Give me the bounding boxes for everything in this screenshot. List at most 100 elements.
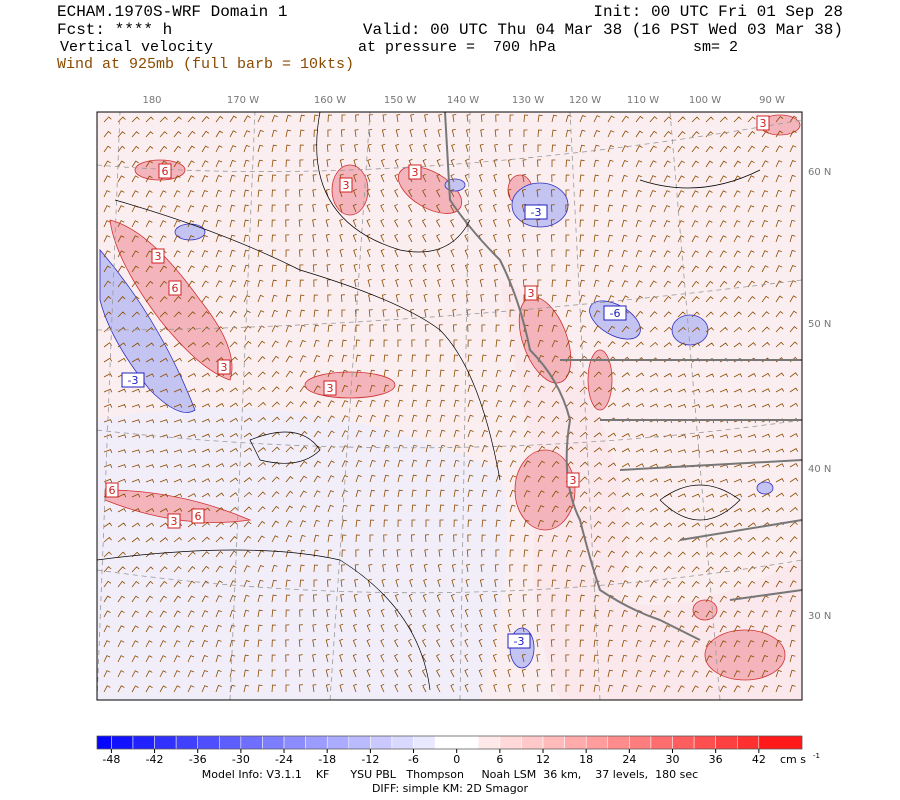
colorbar-unit: cm s	[780, 753, 806, 766]
colorbar-label: 24	[622, 753, 636, 766]
init: Init: 00 UTC Fri 01 Sep 28	[593, 3, 843, 21]
contour-label: 3	[327, 382, 334, 395]
fcst: Fcst: **** h	[57, 21, 172, 39]
colorbar-label: -12	[361, 753, 379, 766]
colorbar-unit-exp: -1	[813, 752, 820, 760]
colorbar-cell	[715, 735, 738, 750]
contour-label-box	[105, 482, 119, 498]
wind-barbs	[103, 114, 799, 693]
colorbar-cell	[240, 735, 263, 750]
lon-label: 90 W	[759, 95, 785, 106]
contour-label: 3	[412, 166, 419, 179]
colorbar-frame	[96, 735, 803, 750]
contour-label-box	[339, 177, 353, 193]
contour-label-box	[121, 372, 145, 388]
contour-label-box	[191, 508, 205, 524]
lon-label: 120 W	[569, 95, 601, 106]
lat-label: 40 N	[808, 464, 831, 475]
colorbar-cell	[585, 735, 609, 750]
contour-label-box	[566, 472, 580, 488]
colorbar: -48 -42 -36 -30 -24 -18 -12 -6 0 6 12 18 24 30 36 42 cm …	[96, 735, 820, 766]
diff-info: DIFF: simple KM: 2D Smagor	[372, 782, 529, 795]
colorbar-cell	[370, 735, 393, 750]
contour-label-box	[524, 285, 538, 301]
colorbar-cell	[758, 735, 803, 750]
colorbar-cell	[348, 735, 371, 750]
contour-label-box	[408, 164, 422, 180]
map-frame	[96, 111, 803, 701]
lon-label: 110 W	[627, 95, 659, 106]
contour-label: 6	[195, 510, 202, 523]
colorbar-cell	[219, 735, 242, 750]
colorbar-cell	[305, 735, 328, 750]
zero-contours	[96, 111, 761, 691]
contour-label-box	[603, 305, 627, 321]
colorbar-label: -48	[102, 753, 120, 766]
contour-label: 6	[109, 484, 116, 497]
colorbar-cell	[96, 735, 112, 750]
positive-shade	[500, 280, 802, 700]
colorbar-cell	[564, 735, 587, 750]
lon-label: 130 W	[512, 95, 544, 106]
contour-label-box	[524, 204, 548, 220]
contour-label: -6	[610, 307, 621, 320]
contour-label: -3	[128, 374, 139, 387]
valid: Valid: 00 UTC Thu 04 Mar 38 (16 PST Wed …	[363, 21, 843, 39]
colorbar-cell	[672, 735, 695, 750]
colorbar-cell	[283, 735, 306, 750]
colorbar-cell	[737, 735, 760, 750]
contour-label-box	[167, 513, 181, 529]
colorbar-label: 30	[666, 753, 680, 766]
colorbar-cell	[478, 735, 501, 750]
colorbar-cell	[262, 735, 285, 750]
colorbar-label: -36	[189, 753, 207, 766]
colorbar-cell	[456, 735, 479, 750]
colorbar-label: 36	[709, 753, 723, 766]
colorbar-label: -18	[318, 753, 336, 766]
lat-label: 30 N	[808, 611, 831, 622]
colorbar-label: 12	[536, 753, 550, 766]
colorbar-cell	[175, 735, 198, 750]
lat-label: 60 N	[808, 167, 831, 178]
contour-label: 3	[221, 361, 228, 374]
lon-label: 140 W	[447, 95, 479, 106]
title: ECHAM.1970S-WRF Domain 1	[57, 3, 287, 21]
contour-label-box	[507, 633, 531, 649]
wind-note: Wind at 925mb (full barb = 10kts)	[57, 56, 354, 73]
colorbar-label: 42	[752, 753, 766, 766]
colorbar-cell	[542, 735, 565, 750]
contour-label-box	[151, 248, 165, 264]
colorbar-cell	[413, 735, 436, 750]
contour-label-box	[217, 359, 231, 375]
colorbar-label: 0	[453, 753, 460, 766]
lon-label: 180	[142, 95, 161, 106]
level: at pressure = 700 hPa	[358, 39, 556, 56]
colorbar-cell	[154, 735, 177, 750]
model-info: Model Info: V3.1.1 KF YSU PBL Thompson N…	[202, 768, 698, 781]
colorbar-cell	[132, 735, 155, 750]
map: 3 6 3 3 6 3 -3 3 -3 3 -6 3 3 6 3 6 -3	[96, 111, 803, 701]
colorbar-label: -30	[232, 753, 250, 766]
lat-label: 50 N	[808, 319, 831, 330]
smooth: sm= 2	[693, 39, 738, 56]
coastline	[444, 111, 803, 641]
contour-label: 6	[172, 282, 179, 295]
field: Vertical velocity	[60, 39, 213, 56]
contour-label: -3	[531, 206, 542, 219]
contour-label: 6	[162, 165, 169, 178]
contour-label-box	[158, 163, 172, 179]
lon-label: 100 W	[689, 95, 721, 106]
colorbar-cell	[391, 735, 414, 750]
contour-label: 3	[171, 515, 178, 528]
colorbar-cell	[434, 735, 457, 750]
contour-label: -3	[514, 635, 525, 648]
colorbar-cell	[197, 735, 220, 750]
contour-label: 3	[760, 117, 767, 130]
colorbar-label: -6	[408, 753, 419, 766]
colorbar-label: 18	[579, 753, 593, 766]
contour-label: 3	[155, 250, 162, 263]
colorbar-cell	[111, 735, 134, 750]
contour-label: 3	[343, 179, 350, 192]
contour-label-box	[323, 380, 337, 396]
